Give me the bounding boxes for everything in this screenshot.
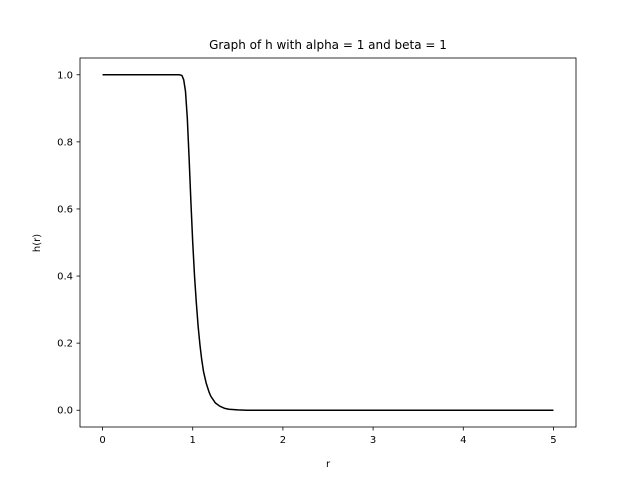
plot-area: 0 1 2 3 4 5 0.0 0.2 0.4 0.6 0.8 1.0: [57, 57, 577, 446]
x-tick-label: 2: [280, 435, 286, 446]
x-tick-label: 1: [190, 435, 196, 446]
y-tick-label: 0.6: [57, 204, 73, 215]
y-tick-label: 0.0: [57, 406, 73, 417]
x-tick-label: 5: [550, 435, 556, 446]
series-line-0: [102, 74, 554, 411]
y-axis-label: h(r): [32, 234, 43, 252]
chart-title: Graph of h with alpha = 1 and beta = 1: [209, 38, 447, 52]
y-tick-label: 0.2: [57, 339, 73, 350]
x-tick-label: 3: [370, 435, 376, 446]
y-tick-label: 1.0: [57, 70, 73, 81]
y-tick-label: 0.4: [57, 272, 73, 283]
x-axis-label: r: [326, 459, 331, 470]
x-tick-label: 4: [460, 435, 466, 446]
y-tick-label: 0.8: [57, 137, 73, 148]
x-tick-label: 0: [99, 435, 105, 446]
axes-frame: [79, 57, 577, 428]
